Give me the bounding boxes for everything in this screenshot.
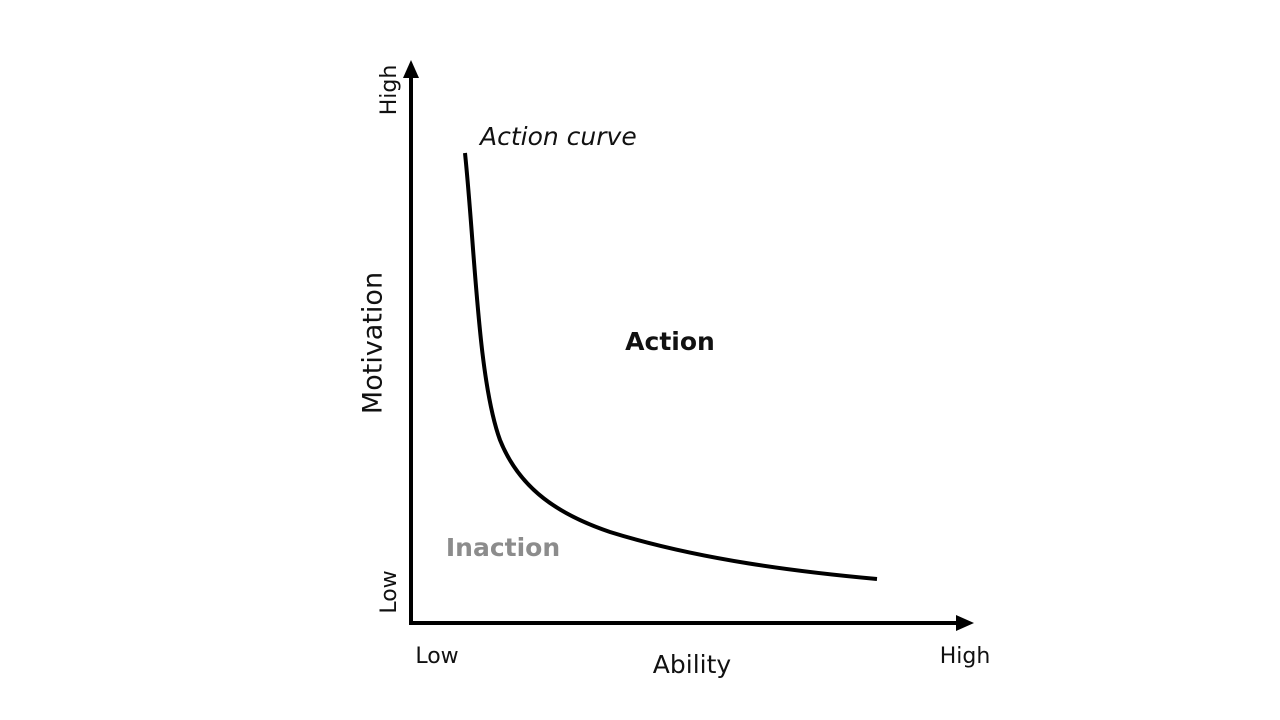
x-axis-low: Low	[415, 644, 458, 669]
inaction-region-label: Inaction	[446, 533, 560, 562]
x-axis-label: Ability	[653, 650, 732, 679]
action-curve	[463, 152, 878, 581]
y-axis-high: High	[377, 65, 402, 116]
y-axis-label: Motivation	[358, 272, 389, 414]
x-axis-high: High	[940, 644, 991, 669]
action-region-label: Action	[625, 327, 715, 356]
y-axis-arrow	[403, 60, 419, 78]
curve-label: Action curve	[478, 122, 637, 151]
x-axis-arrow	[956, 615, 974, 631]
y-axis-low: Low	[377, 570, 402, 613]
